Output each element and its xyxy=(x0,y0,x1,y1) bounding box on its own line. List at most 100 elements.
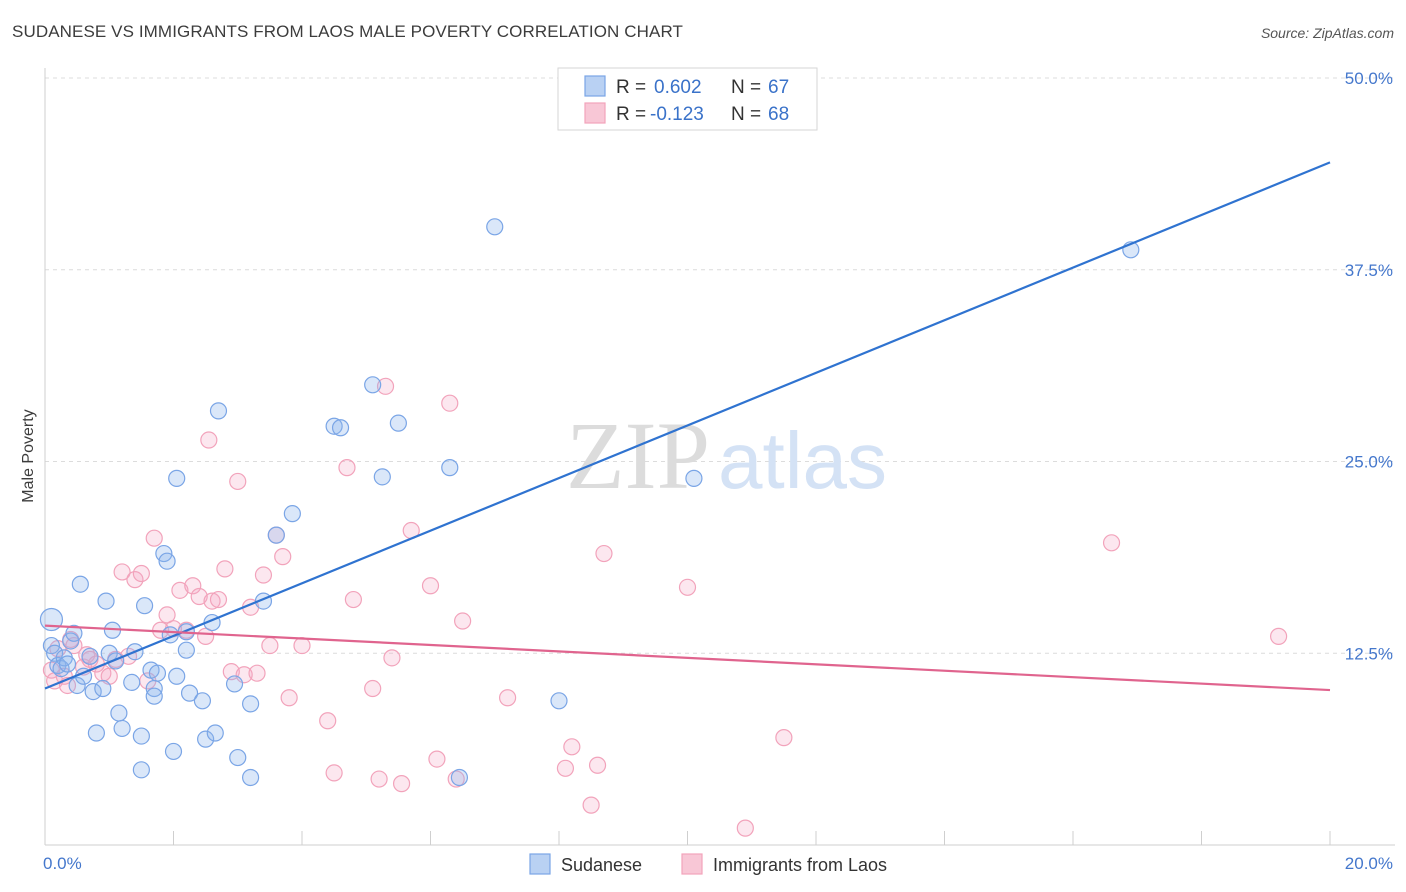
legend-series: Sudanese Immigrants from Laos xyxy=(529,853,887,875)
data-point-laos xyxy=(254,566,273,584)
legend-r-label-2: R = xyxy=(616,104,646,125)
data-point-laos xyxy=(113,563,131,581)
legend-series-swatch-laos xyxy=(681,853,703,875)
trend-lines xyxy=(44,161,1331,692)
data-point-sudanese xyxy=(132,727,150,745)
data-point-sudanese xyxy=(97,592,115,610)
data-point-sudanese xyxy=(283,505,301,523)
data-point-laos xyxy=(190,587,208,606)
data-point-sudanese xyxy=(197,730,215,748)
watermark: ZIP atlas xyxy=(566,402,887,509)
data-point-laos xyxy=(441,394,459,412)
data-point-sudanese xyxy=(164,742,183,761)
data-point-sudanese xyxy=(325,417,343,435)
legend-swatch-sudanese xyxy=(584,75,606,97)
data-point-sudanese xyxy=(148,664,167,682)
data-point-laos xyxy=(1269,627,1288,645)
data-point-laos xyxy=(563,738,581,756)
data-point-laos xyxy=(678,578,697,596)
data-point-sudanese xyxy=(110,704,128,722)
data-point-laos xyxy=(428,750,446,768)
data-point-sudanese xyxy=(441,459,459,477)
data-point-sudanese xyxy=(373,468,391,486)
x-tick-labels: 0.0% 20.0% xyxy=(43,854,1393,873)
data-point-sudanese xyxy=(71,575,89,593)
chart-source: Source: ZipAtlas.com xyxy=(1260,25,1394,41)
data-point-sudanese xyxy=(206,724,224,742)
data-point-laos xyxy=(229,472,247,491)
legend-stats: R = 0.602 N = 67 R = -0.123 N = 68 xyxy=(557,67,818,131)
data-point-laos xyxy=(454,612,472,630)
data-point-sudanese xyxy=(193,692,212,710)
y-tick-label: 12.5% xyxy=(1345,644,1393,663)
y-tick-label: 25.0% xyxy=(1345,453,1393,472)
data-point-laos xyxy=(145,529,163,547)
data-point-laos xyxy=(556,759,575,777)
data-point-sudanese xyxy=(113,719,131,738)
data-point-laos xyxy=(209,590,228,609)
data-point-laos xyxy=(293,636,311,655)
data-point-laos xyxy=(364,679,382,698)
data-point-sudanese xyxy=(267,526,285,544)
data-point-sudanese xyxy=(486,218,504,236)
data-point-laos xyxy=(775,729,793,747)
data-point-laos xyxy=(280,689,298,707)
data-point-sudanese xyxy=(158,552,176,570)
data-point-laos xyxy=(392,775,411,793)
legend-swatch-laos xyxy=(584,102,606,124)
legend-n-label-2: N = xyxy=(731,104,761,125)
data-point-sudanese xyxy=(168,469,186,487)
watermark-zip: ZIP xyxy=(566,402,710,509)
data-point-sudanese xyxy=(242,768,260,787)
data-point-sudanese xyxy=(58,655,77,673)
data-point-sudanese xyxy=(180,684,199,702)
data-point-sudanese xyxy=(65,624,83,642)
data-point-sudanese xyxy=(81,647,99,665)
data-point-sudanese xyxy=(145,687,163,705)
data-point-sudanese xyxy=(132,761,150,779)
data-point-sudanese xyxy=(389,414,407,432)
legend-n-value-1: 67 xyxy=(768,77,789,98)
legend-series-label-sudanese: Sudanese xyxy=(561,855,642,875)
data-point-laos xyxy=(325,764,343,782)
y-tick-label: 50.0% xyxy=(1345,69,1393,88)
data-point-laos xyxy=(588,756,607,774)
data-point-sudanese xyxy=(550,692,568,710)
data-point-laos xyxy=(216,560,234,578)
data-point-laos xyxy=(736,819,754,837)
data-point-sudanese xyxy=(450,768,469,787)
legend-series-swatch-sudanese xyxy=(529,853,551,875)
data-point-sudanese xyxy=(68,676,86,695)
axes xyxy=(44,68,1395,846)
watermark-atlas: atlas xyxy=(718,416,887,505)
legend-series-label-laos: Immigrants from Laos xyxy=(713,855,887,875)
data-point-laos xyxy=(370,770,388,788)
data-point-sudanese xyxy=(135,597,154,615)
data-point-sudanese xyxy=(225,675,244,693)
data-point-sudanese xyxy=(168,667,186,685)
data-point-sudanese xyxy=(331,419,350,437)
data-point-laos xyxy=(499,689,517,707)
data-point-laos xyxy=(421,577,440,595)
legend-n-value-2: 68 xyxy=(768,104,789,125)
data-point-sudanese xyxy=(94,679,112,698)
trend-line-laos xyxy=(44,624,1331,692)
legend-r-label-1: R = xyxy=(616,77,646,98)
data-point-sudanese xyxy=(84,682,102,701)
data-point-laos xyxy=(582,796,600,814)
data-point-sudanese xyxy=(229,748,247,767)
legend-n-label-1: N = xyxy=(731,77,761,98)
data-point-laos xyxy=(1102,534,1121,552)
data-point-sudanese xyxy=(685,469,703,487)
data-point-laos xyxy=(248,664,266,682)
data-point-laos xyxy=(200,431,218,449)
data-point-sudanese xyxy=(123,673,141,691)
data-point-laos xyxy=(197,627,215,645)
data-point-laos xyxy=(184,577,202,595)
data-point-sudanese xyxy=(364,376,382,394)
legend-r-value-2: -0.123 xyxy=(650,104,704,125)
y-axis-label: Male Poverty xyxy=(20,409,37,502)
y-tick-labels: 12.5% 25.0% 37.5% 50.0% xyxy=(1345,69,1393,663)
x-tick-label: 0.0% xyxy=(43,854,82,873)
